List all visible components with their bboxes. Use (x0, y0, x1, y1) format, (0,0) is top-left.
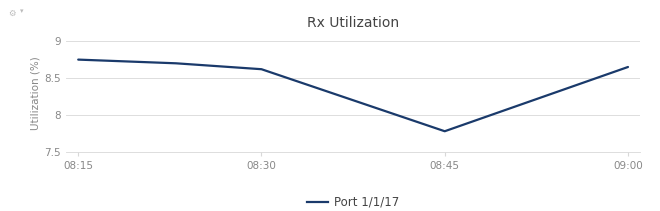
Legend: Port 1/1/17: Port 1/1/17 (307, 196, 399, 209)
Text: ⚙: ⚙ (8, 8, 15, 18)
Title: Rx Utilization: Rx Utilization (307, 16, 399, 30)
Y-axis label: Utilization (%): Utilization (%) (30, 56, 40, 130)
Text: ▾: ▾ (20, 8, 23, 14)
